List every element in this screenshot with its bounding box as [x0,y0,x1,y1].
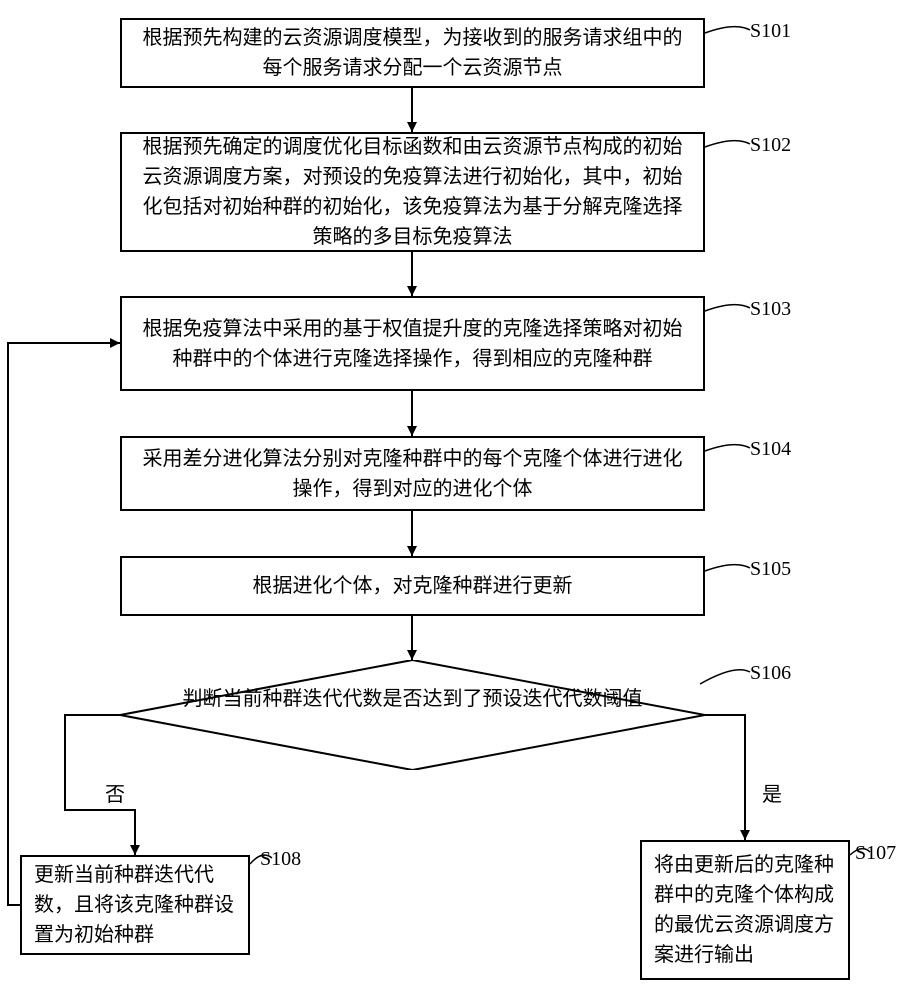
node-s104: 采用差分进化算法分别对克隆种群中的每个克隆个体进行进化操作，得到对应的进化个体 [120,436,705,511]
label-s107: S107 [855,842,896,865]
node-s103: 根据免疫算法中采用的基于权值提升度的克隆选择策略对初始种群中的个体进行克隆选择操… [120,296,705,391]
label-s103: S103 [750,298,791,321]
node-s102-text: 根据预先确定的调度优化目标函数和由云资源节点构成的初始云资源调度方案，对预设的免… [134,132,691,252]
node-s101: 根据预先构建的云资源调度模型，为接收到的服务请求组中的每个服务请求分配一个云资源… [120,18,705,88]
node-s107: 将由更新后的克隆种群中的克隆个体构成的最优云资源调度方案进行输出 [640,840,850,980]
node-s108: 更新当前种群迭代代数，且将该克隆种群设置为初始种群 [20,855,250,955]
label-s105: S105 [750,558,791,581]
node-s101-text: 根据预先构建的云资源调度模型，为接收到的服务请求组中的每个服务请求分配一个云资源… [134,23,691,83]
edge-label-yes: 是 [762,778,782,807]
label-s101: S101 [750,20,791,43]
label-s108: S108 [260,848,301,871]
node-s106-text: 判断当前种群迭代代数是否达到了预设迭代代数阈值 [120,684,705,714]
node-s108-text: 更新当前种群迭代代数，且将该克隆种群设置为初始种群 [34,860,236,950]
node-s102: 根据预先确定的调度优化目标函数和由云资源节点构成的初始云资源调度方案，对预设的免… [120,132,705,252]
label-s104: S104 [750,438,791,461]
label-s106: S106 [750,662,791,685]
node-s103-text: 根据免疫算法中采用的基于权值提升度的克隆选择策略对初始种群中的个体进行克隆选择操… [134,314,691,374]
node-s105: 根据进化个体，对克隆种群进行更新 [120,556,705,616]
label-s102: S102 [750,134,791,157]
edge-label-no: 否 [105,778,125,807]
flowchart-canvas: 根据预先构建的云资源调度模型，为接收到的服务请求组中的每个服务请求分配一个云资源… [0,0,906,1000]
node-s107-text: 将由更新后的克隆种群中的克隆个体构成的最优云资源调度方案进行输出 [654,850,836,970]
node-s105-text: 根据进化个体，对克隆种群进行更新 [253,571,573,601]
node-s104-text: 采用差分进化算法分别对克隆种群中的每个克隆个体进行进化操作，得到对应的进化个体 [134,444,691,504]
node-s106: 判断当前种群迭代代数是否达到了预设迭代代数阈值 [120,660,705,770]
